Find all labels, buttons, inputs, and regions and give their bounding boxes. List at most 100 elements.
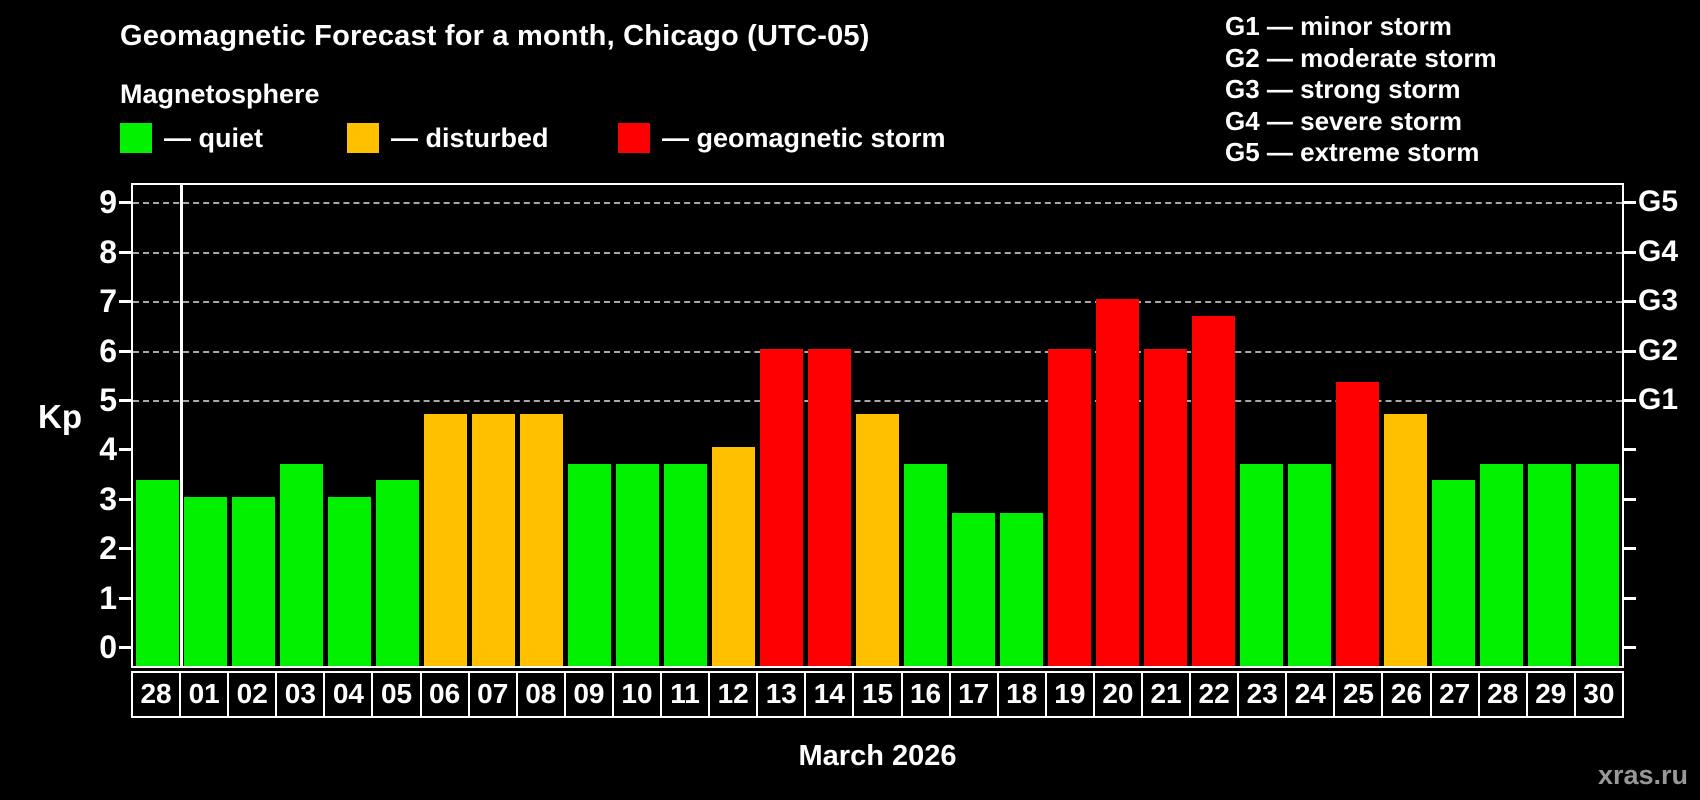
y-tick-label-2: 2 <box>99 530 117 566</box>
gridline-kp5 <box>133 400 1622 402</box>
right-axis-label-g2: G2 <box>1638 334 1679 367</box>
kp-bar-day-28 <box>1480 464 1524 666</box>
day-label-13: 13 <box>756 671 807 718</box>
day-label-24: 24 <box>1285 671 1336 718</box>
left-tick-kp6 <box>119 350 131 353</box>
right-tick-kp0 <box>1624 646 1636 649</box>
kp-bar-day-23 <box>1240 464 1284 666</box>
right-tick-kp5 <box>1624 399 1636 402</box>
left-tick-kp2 <box>119 547 131 550</box>
right-axis-label-g1: G1 <box>1638 383 1679 416</box>
y-tick-label-0: 0 <box>99 629 117 665</box>
gridline-kp7 <box>133 301 1622 303</box>
kp-bar-day-18 <box>1000 513 1044 666</box>
day-label-20: 20 <box>1092 671 1143 718</box>
kp-bar-day-21 <box>1144 349 1188 666</box>
left-tick-kp0 <box>119 646 131 649</box>
kp-bar-day-20 <box>1096 299 1140 666</box>
right-tick-kp6 <box>1624 350 1636 353</box>
right-axis-label-g4: G4 <box>1638 235 1679 268</box>
kp-bar-day-10 <box>615 464 659 666</box>
day-label-29: 29 <box>1525 671 1576 718</box>
kp-bar-day-27 <box>1432 480 1476 666</box>
g-legend-line-3: G3 — strong storm <box>1225 74 1461 105</box>
kp-bar-day-14 <box>807 349 851 666</box>
kp-bar-day-05 <box>375 480 419 666</box>
kp-bar-day-09 <box>567 464 611 666</box>
day-label-10: 10 <box>611 671 663 718</box>
kp-bar-day-13 <box>759 349 803 666</box>
kp-bar-day-24 <box>1288 464 1332 666</box>
right-tick-kp2 <box>1624 547 1636 550</box>
y-tick-label-4: 4 <box>99 431 117 467</box>
day-label-12: 12 <box>708 671 759 718</box>
day-label-30: 30 <box>1573 671 1624 718</box>
watermark: xras.ru <box>1597 760 1688 790</box>
prev-month-separator <box>179 185 183 666</box>
y-axis-title: Kp <box>38 398 82 435</box>
magnetosphere-label: Magnetosphere <box>120 79 320 109</box>
day-label-19: 19 <box>1044 671 1095 718</box>
right-tick-kp4 <box>1624 448 1636 451</box>
day-label-09: 09 <box>563 671 614 718</box>
day-label-03: 03 <box>275 671 326 718</box>
kp-bar-day-12 <box>711 447 755 666</box>
day-label-23: 23 <box>1237 671 1288 718</box>
kp-bar-day-08 <box>519 414 563 666</box>
day-label-15: 15 <box>852 671 903 718</box>
x-axis-day-row: 28 01 02 03 04 05 06 07 08 09 10 11 12 13 14 15 16 17 18 19… <box>131 671 1624 718</box>
kp-bar-day-26 <box>1384 414 1428 666</box>
kp-bar-day-17 <box>952 513 996 666</box>
g-legend-line-4: G4 — severe storm <box>1225 105 1463 136</box>
day-label-25: 25 <box>1333 671 1384 718</box>
g-legend-line-1: G1 — minor storm <box>1225 11 1452 41</box>
day-label-06: 06 <box>419 671 470 718</box>
kp-bar-day-22 <box>1192 316 1236 666</box>
left-tick-kp5 <box>119 399 131 402</box>
gridline-kp8 <box>133 252 1622 254</box>
kp-bar-day-01 <box>183 497 227 666</box>
kp-bar-day-19 <box>1048 349 1092 666</box>
g-scale-legend: G1 — minor storm G2 — moderate storm G3 — … <box>1225 11 1497 169</box>
right-tick-kp8 <box>1624 251 1636 254</box>
kp-bar-day-28 <box>135 480 179 666</box>
left-tick-kp7 <box>119 300 131 303</box>
gridline-kp9 <box>133 202 1622 204</box>
day-label-17: 17 <box>948 671 999 718</box>
disturbed-color-swatch <box>347 123 379 153</box>
y-tick-label-3: 3 <box>99 481 117 517</box>
day-label-18: 18 <box>996 671 1047 718</box>
right-tick-kp1 <box>1624 597 1636 600</box>
right-axis-label-g3: G3 <box>1638 284 1679 317</box>
day-label-14: 14 <box>804 671 855 718</box>
disturbed-label: — disturbed <box>391 122 549 153</box>
quiet-label: — quiet <box>164 122 263 153</box>
day-label-22: 22 <box>1189 671 1240 718</box>
kp-bar-day-30 <box>1576 464 1620 666</box>
day-label-05: 05 <box>371 671 422 718</box>
kp-bar-day-04 <box>327 497 371 666</box>
legend-item-quiet: — quiet <box>120 122 263 154</box>
day-label-04: 04 <box>323 671 374 718</box>
y-tick-label-1: 1 <box>99 580 117 616</box>
day-label-07: 07 <box>467 671 518 718</box>
day-label-prev-28: 28 <box>131 671 182 718</box>
kp-bar-day-07 <box>471 414 515 666</box>
left-tick-kp9 <box>119 201 131 204</box>
gridline-kp6 <box>133 351 1622 353</box>
kp-bar-day-06 <box>423 414 467 666</box>
day-label-16: 16 <box>900 671 951 718</box>
day-label-26: 26 <box>1381 671 1432 718</box>
g-legend-line-2: G2 — moderate storm <box>1225 42 1497 73</box>
day-label-01: 01 <box>179 671 230 718</box>
left-tick-kp4 <box>119 448 131 451</box>
y-tick-label-6: 6 <box>99 333 117 369</box>
kp-bar-day-29 <box>1528 464 1572 666</box>
legend-item-disturbed: — disturbed <box>347 122 549 154</box>
y-tick-label-8: 8 <box>99 234 117 270</box>
left-tick-kp8 <box>119 251 131 254</box>
y-tick-label-9: 9 <box>99 184 117 220</box>
x-axis-title: March 2026 <box>798 740 957 772</box>
right-tick-kp9 <box>1624 201 1636 204</box>
